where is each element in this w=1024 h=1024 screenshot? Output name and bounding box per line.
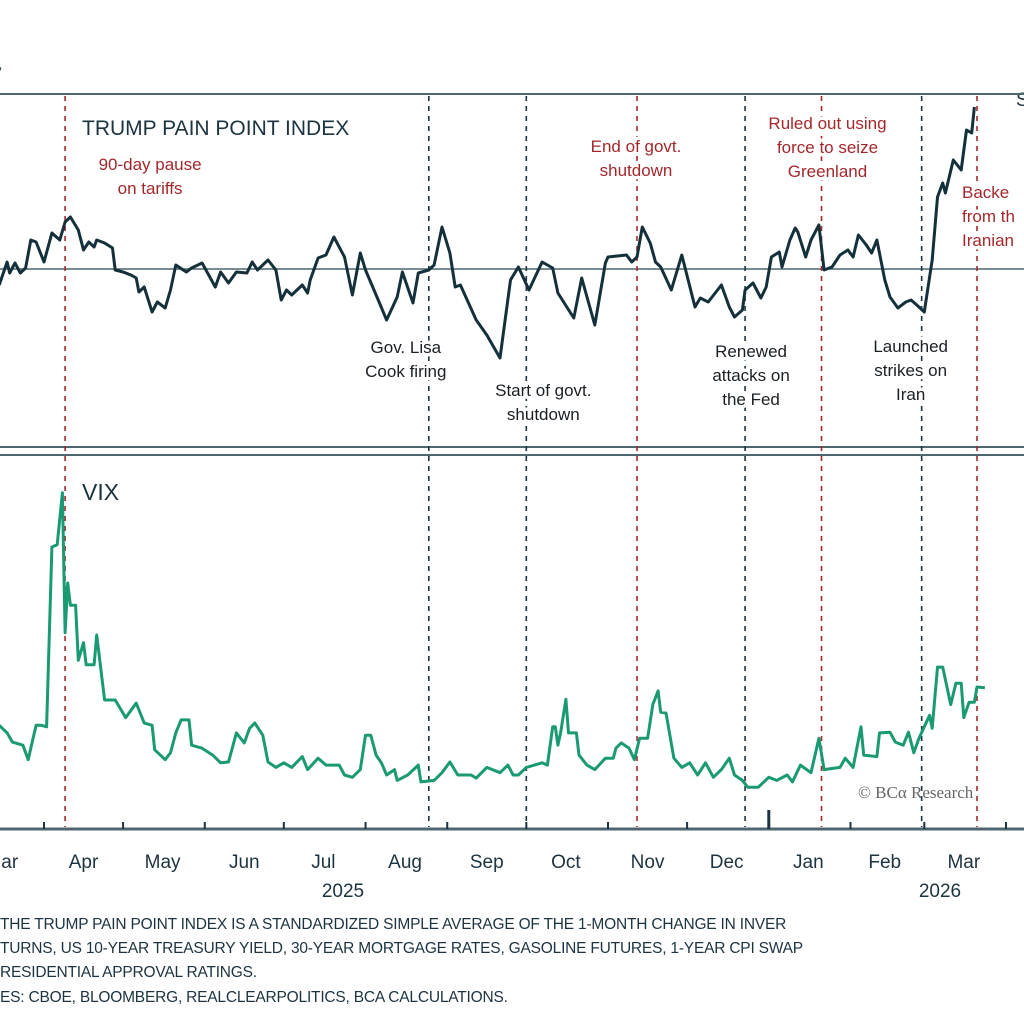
vix-panel-title: VIX	[82, 479, 119, 505]
right-label-fragment: S	[1016, 90, 1024, 111]
event-annotation: 90-day pause	[99, 155, 202, 174]
event-lines	[64, 96, 978, 827]
year-label-2026: 2026	[919, 881, 961, 902]
month-labels: Mar Apr May Jun Jul Aug Sep Oct Nov Dec Jan Feb Mar	[0, 852, 981, 873]
month-label: Dec	[710, 852, 744, 873]
event-annotation: force to seize	[777, 138, 878, 157]
event-annotation: Launched	[873, 337, 948, 356]
event-annotation: Ruled out using	[768, 114, 886, 133]
event-annotation: Backe	[962, 183, 1009, 202]
event-annotation: Gov. Lisa	[371, 338, 442, 357]
footnote-line: ES: CBOE, BLOOMBERG, REALCLEARPOLITICS, …	[0, 989, 508, 1006]
event-annotation: attacks on	[712, 366, 790, 385]
month-label: Jun	[229, 852, 260, 873]
month-label: Mar	[947, 852, 980, 873]
event-annotation: the Fed	[722, 390, 780, 409]
month-label: Mar	[0, 852, 19, 873]
event-annotation: Renewed	[715, 342, 787, 361]
month-label: Sep	[470, 852, 504, 873]
footnote-line: RESIDENTIAL APPROVAL RATINGS.	[0, 964, 257, 981]
month-label: May	[145, 852, 181, 873]
event-annotation: Iran	[896, 385, 925, 404]
month-label: Nov	[631, 852, 665, 873]
index-panel-title: TRUMP PAIN POINT INDEX	[82, 117, 349, 140]
pain-index-line	[0, 106, 976, 360]
month-label: Apr	[69, 852, 99, 873]
month-label: Aug	[388, 852, 422, 873]
month-label: Jan	[793, 852, 824, 873]
event-annotation: from th	[962, 207, 1015, 226]
x-axis-ticks	[43, 810, 1007, 829]
month-label: Feb	[868, 852, 901, 873]
event-annotation: shutdown	[600, 161, 673, 180]
footnote-line: THE TRUMP PAIN POINT INDEX IS A STANDARD…	[0, 916, 787, 933]
event-annotation: strikes on	[874, 361, 947, 380]
event-annotation: shutdown	[507, 405, 580, 424]
event-annotation: Greenland	[788, 162, 867, 181]
event-annotation: Cook firing	[365, 362, 446, 381]
month-label: Oct	[551, 852, 581, 873]
vix-line	[0, 491, 986, 789]
left-label-fragment: y	[0, 62, 2, 83]
year-label-2025: 2025	[322, 881, 364, 902]
event-annotation: Iranian	[962, 231, 1014, 250]
event-annotation: on tariffs	[118, 179, 183, 198]
event-annotation: Start of govt.	[495, 381, 591, 400]
event-annotation: End of govt.	[591, 137, 682, 156]
copyright: © BCα Research	[858, 783, 974, 802]
event-labels: 90-day pause on tariffs Gov. Lisa Cook firi…	[95, 111, 1018, 428]
footnote-line: TURNS, US 10-YEAR TREASURY YIELD, 30-YEA…	[0, 940, 803, 957]
month-label: Jul	[311, 852, 335, 873]
